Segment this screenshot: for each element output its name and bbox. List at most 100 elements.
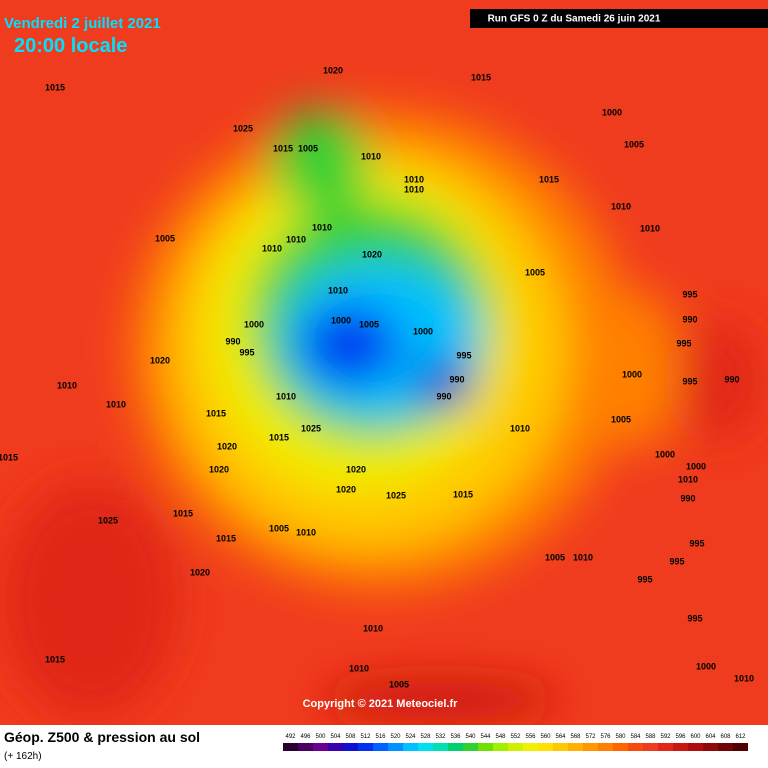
isobar-label: 1020: [209, 464, 229, 474]
isobar-label: 1010: [361, 151, 381, 161]
isobar-label: 1020: [150, 355, 170, 365]
colorbar-label: 556: [525, 734, 536, 740]
isobar-label: 990: [680, 493, 695, 503]
isobar-label: 995: [682, 289, 697, 299]
colorbar-label: 584: [630, 734, 641, 740]
isobar-label: 995: [687, 613, 702, 623]
isobar-label: 995: [456, 350, 471, 360]
isobar-label: 1010: [363, 623, 383, 633]
isobar-label: 1005: [155, 233, 175, 243]
isobar-label: 1000: [244, 319, 264, 329]
colorbar-swatch: [388, 743, 403, 751]
isobar-label: 1010: [328, 285, 348, 295]
isobar-label: 995: [689, 538, 704, 548]
colorbar-swatch: [478, 743, 493, 751]
colorbar-label: 512: [360, 734, 371, 740]
isobar-label: 1020: [190, 567, 210, 577]
isobar-label: 1015: [45, 654, 65, 664]
isobar-label: 1000: [602, 107, 622, 117]
colorbar-swatch: [553, 743, 568, 751]
isobar-label: 1020: [336, 484, 356, 494]
colorbar-label: 568: [570, 734, 581, 740]
colorbar-label: 500: [315, 734, 326, 740]
colorbar-label: 540: [465, 734, 476, 740]
colorbar-swatch: [298, 743, 313, 751]
colorbar-swatch: [613, 743, 628, 751]
isobar-label: 1015: [273, 143, 293, 153]
isobar-label: 1020: [362, 249, 382, 259]
isobar-label: 995: [676, 338, 691, 348]
isobar-label: 1000: [686, 461, 706, 471]
colorbar-swatch: [433, 743, 448, 751]
colorbar-swatch: [508, 743, 523, 751]
isobar-label: 1015: [216, 533, 236, 543]
isobar-label: 1020: [323, 65, 343, 75]
isobar-label: 1015: [539, 174, 559, 184]
colorbar-label: 504: [330, 734, 341, 740]
isobar-label: 1005: [525, 267, 545, 277]
isobar-label: 1005: [611, 414, 631, 424]
isobar-label: 1025: [386, 490, 406, 500]
colorbar-swatch: [418, 743, 433, 751]
colorbar-swatch: [358, 743, 373, 751]
isobar-label: 1025: [98, 515, 118, 525]
colorbar-label: 524: [405, 734, 416, 740]
isobar-label: 1010: [404, 174, 424, 184]
colorbar-swatch: [373, 743, 388, 751]
isobar-label: 1010: [106, 399, 126, 409]
colorbar-label: 528: [420, 734, 431, 740]
colorbar-label: 560: [540, 734, 551, 740]
isobar-label: 1015: [0, 452, 18, 462]
isobar-label: 1005: [359, 319, 379, 329]
isobar-label: 1015: [45, 82, 65, 92]
isobar-label: 1015: [471, 72, 491, 82]
colorbar-label: 552: [510, 734, 521, 740]
isobar-label: 995: [682, 376, 697, 386]
colorbar-swatch: [313, 743, 328, 751]
isobar-label: 1000: [622, 369, 642, 379]
isobar-label: 1005: [389, 679, 409, 689]
isobar-label: 990: [225, 336, 240, 346]
isobar-label: 1010: [349, 663, 369, 673]
isobar-label: 1010: [734, 673, 754, 683]
isobar-label: 1010: [286, 234, 306, 244]
isobar-label: 1000: [331, 315, 351, 325]
colorbar-swatch: [568, 743, 583, 751]
colorbar-swatch: [343, 743, 358, 751]
colorbar-label: 532: [435, 734, 446, 740]
colorbar-swatch: [448, 743, 463, 751]
isobar-label: 990: [724, 374, 739, 384]
colorbar-swatch: [643, 743, 658, 751]
isobar-label: 1025: [233, 123, 253, 133]
colorbar-label: 596: [675, 734, 686, 740]
isobar-label: 995: [669, 556, 684, 566]
isobar-label: 1010: [312, 222, 332, 232]
colorbar-swatch: [703, 743, 718, 751]
colorbar-label: 572: [585, 734, 596, 740]
colorbar-swatch: [328, 743, 343, 751]
isobar-label: 1025: [301, 423, 321, 433]
isobar-label: 1020: [346, 464, 366, 474]
isobar-label: 1005: [298, 143, 318, 153]
isobar-label: 1005: [545, 552, 565, 562]
isobar-label: 1000: [413, 326, 433, 336]
colorbar-swatch: [583, 743, 598, 751]
isobar-label: 1010: [404, 184, 424, 194]
isobar-label: 1000: [696, 661, 716, 671]
isobar-label: 990: [449, 374, 464, 384]
footer-title: Géop. Z500 & pression au sol: [4, 729, 200, 745]
footer-lead: (+ 162h): [4, 751, 42, 762]
colorbar-swatch: [658, 743, 673, 751]
isobar-label: 1015: [453, 489, 473, 499]
isobar-label: 995: [239, 347, 254, 357]
isobar-label: 1010: [678, 474, 698, 484]
isobar-label: 1015: [173, 508, 193, 518]
isobar-label: 1005: [269, 523, 289, 533]
run-box: [470, 9, 768, 28]
geopotential-field: [0, 0, 768, 725]
colorbar-swatch: [628, 743, 643, 751]
isobar-label: 1010: [262, 243, 282, 253]
colorbar-swatch: [493, 743, 508, 751]
colorbar-label: 496: [300, 734, 311, 740]
colorbar-label: 612: [735, 734, 746, 740]
